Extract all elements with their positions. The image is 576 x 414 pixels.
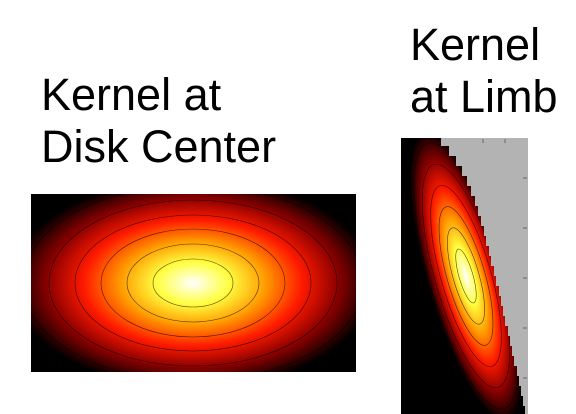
contour-line xyxy=(48,199,338,367)
contour-line xyxy=(126,243,260,323)
contour-line xyxy=(430,185,502,367)
off-disk-mask xyxy=(438,138,528,414)
limb-title: Kernel at Limb xyxy=(410,19,558,122)
kernel-heatmap xyxy=(31,194,356,372)
limb-kernel-plot xyxy=(401,138,528,414)
plot-ticks xyxy=(482,139,527,379)
contour-line xyxy=(152,258,234,308)
contour-line xyxy=(455,248,477,304)
contour-line xyxy=(100,228,286,338)
disk-center-title: Kernel at Disk Center xyxy=(41,69,277,172)
contour-line xyxy=(438,206,494,346)
limb-contour-lines xyxy=(413,142,519,410)
contour-lines xyxy=(31,194,356,372)
contour-line xyxy=(74,214,312,352)
disk-center-kernel-plot xyxy=(31,194,356,372)
contour-line xyxy=(447,227,485,325)
